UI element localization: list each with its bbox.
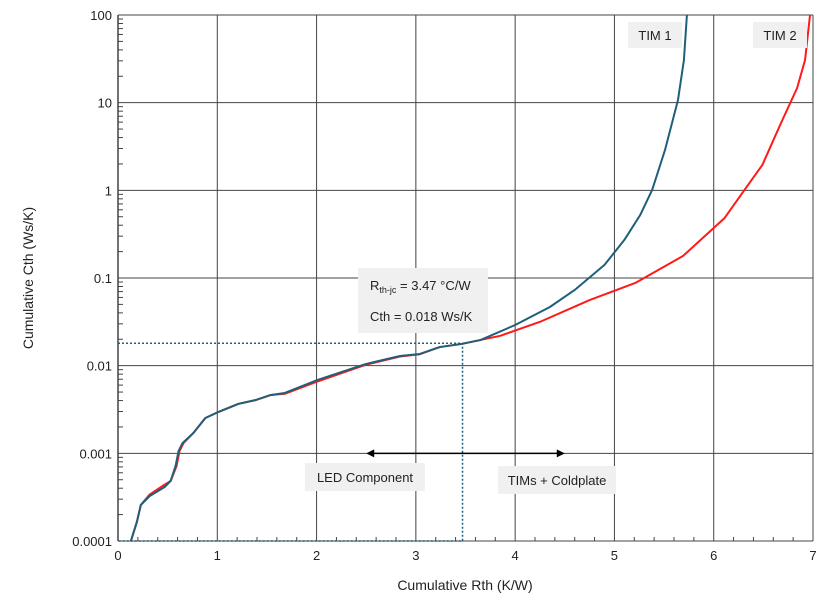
x-tick-label: 1 [214,548,221,563]
arrow-left-head [366,449,375,458]
x-tick-label: 6 [710,548,717,563]
series-group [129,14,812,542]
annotations: Rth-jc = 3.47 °C/W Cth = 0.018 Ws/K LED … [305,22,807,494]
x-tick-label: 3 [412,548,419,563]
x-tick-label: 0 [114,548,121,563]
tims-coldplate-label: TIMs + Coldplate [508,473,607,488]
marker-label-box [358,268,488,333]
y-tick-label: 100 [90,8,112,23]
marker-guides [118,342,565,542]
x-tick-label: 5 [611,548,618,563]
y-axis-label: Cumulative Cth (Ws/K) [20,207,36,349]
cth-label: Cth = 0.018 Ws/K [370,309,473,324]
y-tick-label: 1 [105,183,112,198]
tim2-label: TIM 2 [763,28,796,43]
arrow-right-head [556,449,565,458]
x-tick-label: 7 [809,548,816,563]
led-component-box [305,463,425,491]
x-tick-label: 2 [313,548,320,563]
led-component-label: LED Component [317,470,413,485]
grid [117,14,814,542]
series-line-tim-1 [129,14,688,542]
tim1-legend-box [628,22,682,48]
rth-label: Rth-jc = 3.47 °C/W [370,278,471,295]
y-tick-label: 10 [98,96,112,111]
tim2-legend-box [753,22,807,48]
marker-guide-line [118,342,464,542]
y-tick-label: 0.1 [94,271,112,286]
x-tick-label: 4 [512,548,519,563]
tims-coldplate-box [498,466,616,494]
x-axis-label: Cumulative Rth (K/W) [397,577,532,593]
y-tick-label: 0.01 [87,359,112,374]
y-tick-label: 0.001 [79,446,112,461]
tim1-label: TIM 1 [638,28,671,43]
y-tick-label: 0.0001 [72,534,112,549]
